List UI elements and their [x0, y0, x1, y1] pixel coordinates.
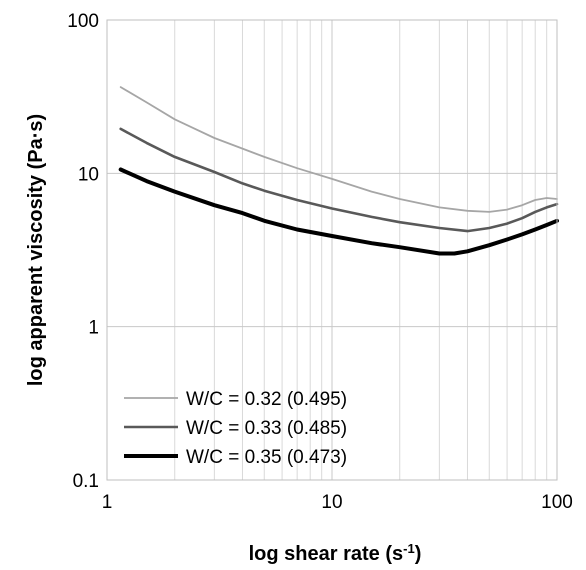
- plot-frame: [106, 19, 558, 481]
- x-tick-labels: 1 10 100: [102, 492, 573, 513]
- series-layer: [118, 86, 559, 256]
- legend-label-2: W/C = 0.33 (0.485): [186, 418, 347, 439]
- y-axis-title: log apparent viscosity (Pa·s): [25, 114, 47, 386]
- y-tick-labels: 0.1 1 10 100: [67, 11, 99, 492]
- y-tick-label: 0.1: [73, 471, 99, 492]
- x-tick-label: 10: [321, 492, 342, 513]
- y-tick-label: 10: [78, 164, 99, 185]
- x-tick-label: 100: [541, 492, 573, 513]
- series-line-1: [119, 86, 558, 213]
- series-line-3: [118, 167, 559, 256]
- legend-label-1: W/C = 0.32 (0.495): [186, 389, 347, 410]
- y-tick-label: 100: [67, 11, 99, 32]
- series-line-2: [119, 127, 559, 233]
- legend: W/C = 0.32 (0.495) W/C = 0.33 (0.485) W/C …: [124, 389, 347, 468]
- grid-minor-x: [174, 20, 548, 480]
- x-tick-label: 1: [102, 492, 113, 513]
- x-axis-title: log shear rate (s-1): [249, 541, 422, 566]
- y-tick-label: 1: [88, 318, 99, 339]
- legend-label-3: W/C = 0.35 (0.473): [186, 447, 347, 468]
